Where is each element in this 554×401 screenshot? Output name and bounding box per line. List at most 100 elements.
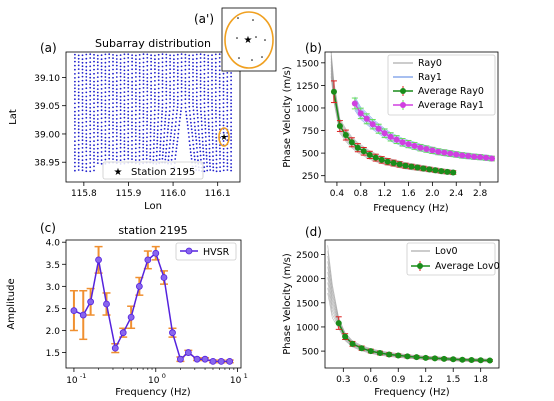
- station-dot: [89, 147, 92, 150]
- station-dot: [89, 136, 92, 139]
- panel-b-ytick-label: 1250: [296, 82, 319, 92]
- station-dot: [203, 98, 206, 100]
- station-dot: [165, 83, 168, 86]
- station-dot: [207, 88, 210, 90]
- station-dot: [77, 61, 80, 63]
- station-dot: [174, 125, 177, 128]
- station-dot: [180, 57, 183, 59]
- station-dot: [218, 110, 221, 113]
- station-dot: [115, 132, 118, 134]
- station-dot: [100, 99, 103, 101]
- station-dot: [89, 80, 92, 82]
- hvsr-point: [87, 298, 95, 306]
- station-dot: [200, 110, 202, 113]
- station-dot: [173, 79, 175, 82]
- station-dot: [203, 64, 206, 67]
- station-dot: [171, 150, 174, 153]
- station-dot: [222, 121, 225, 124]
- station-dot: [176, 106, 179, 108]
- panel-d-xtick-label: 1.2: [419, 375, 433, 385]
- station-dot: [93, 140, 95, 143]
- station-dot: [119, 109, 122, 112]
- station-dot: [108, 128, 111, 131]
- station-dot: [104, 133, 107, 135]
- station-dot: [74, 161, 76, 164]
- station-dot: [81, 72, 84, 74]
- station-dot: [146, 132, 148, 135]
- station-dot: [131, 57, 134, 60]
- station-dot: [169, 135, 172, 138]
- station-dot: [104, 109, 107, 112]
- station-dot: [127, 120, 130, 123]
- station-dot: [153, 117, 156, 120]
- station-dot: [93, 60, 95, 63]
- station-dot: [93, 117, 95, 120]
- station-dot: [77, 121, 80, 124]
- station-dot: [142, 76, 145, 79]
- station-dot: [131, 72, 134, 75]
- station-dot: [104, 69, 107, 72]
- station-dot: [226, 109, 229, 112]
- station-dot: [211, 92, 213, 94]
- station-dot: [188, 61, 191, 63]
- station-dot: [131, 131, 133, 134]
- station-dot: [154, 88, 156, 90]
- station-dot: [108, 113, 111, 116]
- station-dot: [77, 147, 80, 150]
- station-dot: [135, 76, 137, 78]
- station-dot: [203, 84, 206, 86]
- station-dot: [150, 57, 153, 60]
- station-dot: [96, 118, 99, 120]
- station-dot: [100, 92, 103, 94]
- station-dot: [215, 113, 217, 115]
- station-dot: [81, 88, 84, 90]
- station-dot: [218, 86, 221, 89]
- station-dot: [226, 135, 229, 138]
- station-dot: [119, 102, 122, 105]
- station-dot: [204, 121, 207, 123]
- station-star: ★: [220, 133, 228, 143]
- avg-ray1-point: [369, 121, 376, 128]
- avg-ray0-point: [444, 168, 451, 175]
- station-dot: [180, 110, 182, 113]
- station-dot: [115, 114, 118, 116]
- station-dot: [156, 146, 158, 149]
- station-dot: [154, 75, 156, 78]
- station-dot: [108, 136, 111, 139]
- station-dot: [134, 139, 137, 142]
- avg-lov0-point: [422, 354, 429, 361]
- station-dot: [127, 117, 130, 120]
- station-dot: [169, 61, 172, 63]
- station-dot: [131, 110, 133, 113]
- station-dot: [165, 110, 167, 113]
- station-dot: [77, 128, 80, 131]
- station-dot: [138, 113, 141, 115]
- svg-text:★: ★: [114, 167, 123, 178]
- station-dot: [157, 69, 160, 71]
- station-dot: [127, 90, 130, 93]
- panel-b-ytick-label: 500: [302, 150, 319, 160]
- station-dot: [177, 132, 180, 135]
- station-dot: [138, 136, 141, 139]
- station-dot: [112, 124, 114, 127]
- station-dot: [157, 109, 160, 112]
- station-dot: [142, 128, 145, 131]
- station-dot: [194, 158, 196, 161]
- station-dot: [112, 151, 114, 154]
- panel-d-xtick-label: 0.9: [391, 375, 406, 385]
- station-dot: [173, 136, 176, 139]
- station-dot: [185, 110, 187, 113]
- panel-d-xtick-label: 1.5: [446, 375, 460, 385]
- station-dot: [93, 169, 95, 172]
- station-dot: [74, 68, 76, 71]
- station-dot: [104, 91, 107, 94]
- lov0-curve: [327, 271, 490, 361]
- station-dot: [155, 159, 158, 161]
- station-dot: [135, 95, 137, 97]
- avg-ray1-point: [351, 100, 358, 107]
- station-dot: [150, 64, 153, 67]
- station-dot: [184, 68, 187, 71]
- hvsr-point: [111, 344, 119, 352]
- station-dot: [135, 64, 137, 67]
- station-dot: [150, 84, 153, 87]
